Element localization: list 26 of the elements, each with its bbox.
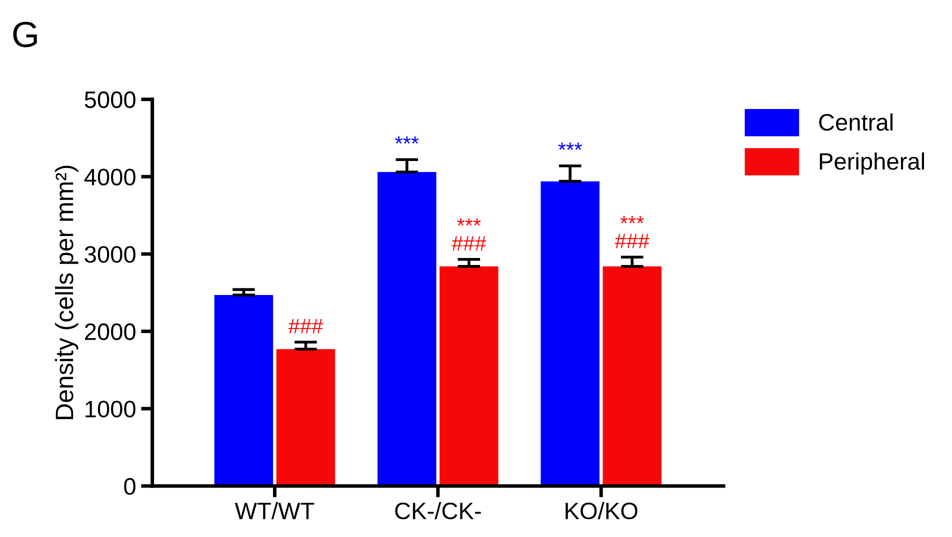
annotation: *** — [395, 136, 419, 144]
y-axis-title: Density (cells per mm²) — [54, 166, 78, 420]
legend-label: Peripheral — [820, 152, 924, 174]
y-tick-label: 2000 — [85, 323, 136, 340]
y-tick-label: 0 — [124, 478, 136, 495]
annotation: ### — [614, 234, 650, 248]
annotation: *** — [457, 218, 481, 226]
annotation: ### — [288, 318, 324, 334]
annotation: *** — [620, 216, 644, 224]
x-tick-label: CK-/CK- — [395, 502, 481, 520]
bar — [214, 294, 274, 486]
legend-label: Central — [819, 113, 892, 131]
annotation: *** — [558, 142, 582, 150]
y-tick-label: 5000 — [84, 91, 136, 108]
bar — [440, 266, 498, 486]
x-tick-label: KO/KO — [566, 502, 638, 520]
y-tick-label: 1000 — [86, 400, 136, 418]
bar — [276, 349, 336, 486]
x-tick-label: WT/WT — [234, 502, 314, 520]
chart-title: G — [13, 22, 37, 48]
bar — [602, 266, 662, 486]
y-tick-label: 3000 — [84, 246, 136, 263]
bar — [378, 172, 436, 486]
y-tick-label: 4000 — [84, 168, 136, 186]
bar — [540, 181, 600, 486]
annotation: ### — [452, 236, 486, 250]
